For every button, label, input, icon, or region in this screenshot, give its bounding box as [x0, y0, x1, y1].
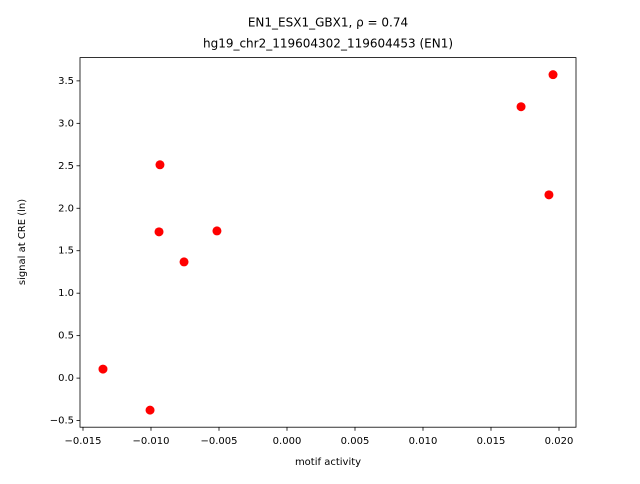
y-tick-label: 2.5	[58, 161, 74, 172]
x-tick-label: 0.015	[477, 436, 506, 447]
x-tick-label: −0.010	[132, 436, 169, 447]
x-tick-label: 0.010	[409, 436, 438, 447]
x-axis-label: motif activity	[295, 457, 361, 468]
x-tick-label: −0.015	[64, 436, 101, 447]
y-tick-label: 3.5	[58, 76, 74, 87]
point	[179, 257, 189, 267]
point	[212, 226, 222, 236]
plot-frame	[79, 57, 577, 428]
point	[544, 190, 554, 200]
point	[516, 102, 526, 112]
x-tick-label: 0.005	[341, 436, 370, 447]
chart-title: EN1_ESX1_GBX1, ρ = 0.74	[248, 16, 408, 30]
y-tick-label: 0.0	[58, 373, 74, 384]
point	[98, 364, 108, 374]
y-tick-label: 0.5	[58, 331, 74, 342]
y-tick-label: 1.5	[58, 246, 74, 257]
y-tick-label: 1.0	[58, 288, 74, 299]
y-tick-label: 3.0	[58, 118, 74, 129]
point	[154, 227, 164, 237]
x-tick-label: 0.020	[545, 436, 574, 447]
chart-subtitle: hg19_chr2_119604302_119604453 (EN1)	[203, 37, 453, 51]
point	[145, 405, 155, 415]
y-tick-label: 2.0	[58, 203, 74, 214]
y-tick-label: −0.5	[50, 416, 74, 427]
y-axis-label: signal at CRE (ln)	[17, 199, 28, 285]
x-tick-label: −0.005	[200, 436, 237, 447]
point	[155, 160, 165, 170]
x-tick-label: 0.000	[273, 436, 302, 447]
point	[548, 70, 558, 80]
